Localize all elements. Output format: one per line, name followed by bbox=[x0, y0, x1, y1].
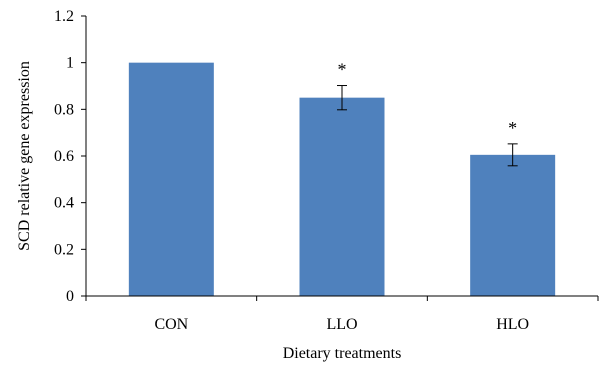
bar-con bbox=[128, 62, 214, 296]
y-tick-label: 1 bbox=[66, 55, 74, 72]
y-axis-title: SCD relative gene expression bbox=[16, 61, 33, 251]
y-tick-label: 0.2 bbox=[54, 241, 74, 258]
bars bbox=[128, 62, 556, 297]
y-tick-label: 0.4 bbox=[54, 195, 74, 212]
significance-asterisk: * bbox=[338, 60, 347, 80]
y-tick-label: 0.8 bbox=[54, 101, 74, 118]
x-category-label: CON bbox=[154, 316, 188, 333]
bar-llo bbox=[299, 97, 385, 297]
significance-asterisk: * bbox=[508, 118, 517, 138]
error-bars bbox=[337, 85, 518, 167]
y-tick-label: 1.2 bbox=[54, 8, 74, 25]
y-tick-label: 0.6 bbox=[54, 148, 74, 165]
x-axis: CON LLO HLO bbox=[85, 295, 599, 333]
x-category-label: LLO bbox=[326, 316, 357, 333]
y-axis: 0 0.2 0.4 0.6 0.8 1 1.2 bbox=[54, 8, 87, 305]
bar-hlo bbox=[470, 154, 556, 296]
significance-marks: ** bbox=[338, 60, 518, 138]
y-tick-label: 0 bbox=[66, 288, 74, 305]
x-axis-title: Dietary treatments bbox=[283, 345, 402, 362]
x-category-label: HLO bbox=[496, 316, 529, 333]
